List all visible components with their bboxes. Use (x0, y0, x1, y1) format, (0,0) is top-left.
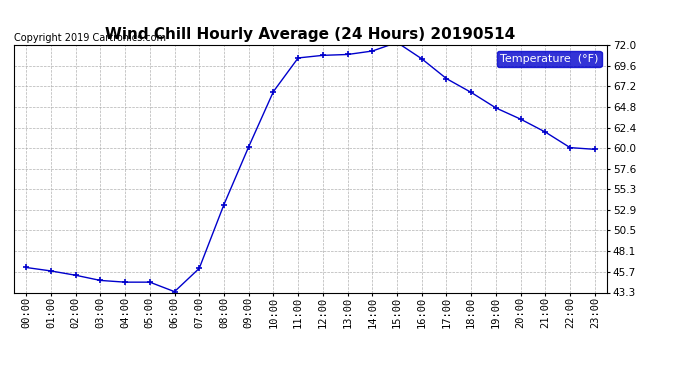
Legend: Temperature  (°F): Temperature (°F) (497, 51, 602, 67)
Text: Copyright 2019 Cartronics.com: Copyright 2019 Cartronics.com (14, 33, 166, 42)
Title: Wind Chill Hourly Average (24 Hours) 20190514: Wind Chill Hourly Average (24 Hours) 201… (106, 27, 515, 42)
